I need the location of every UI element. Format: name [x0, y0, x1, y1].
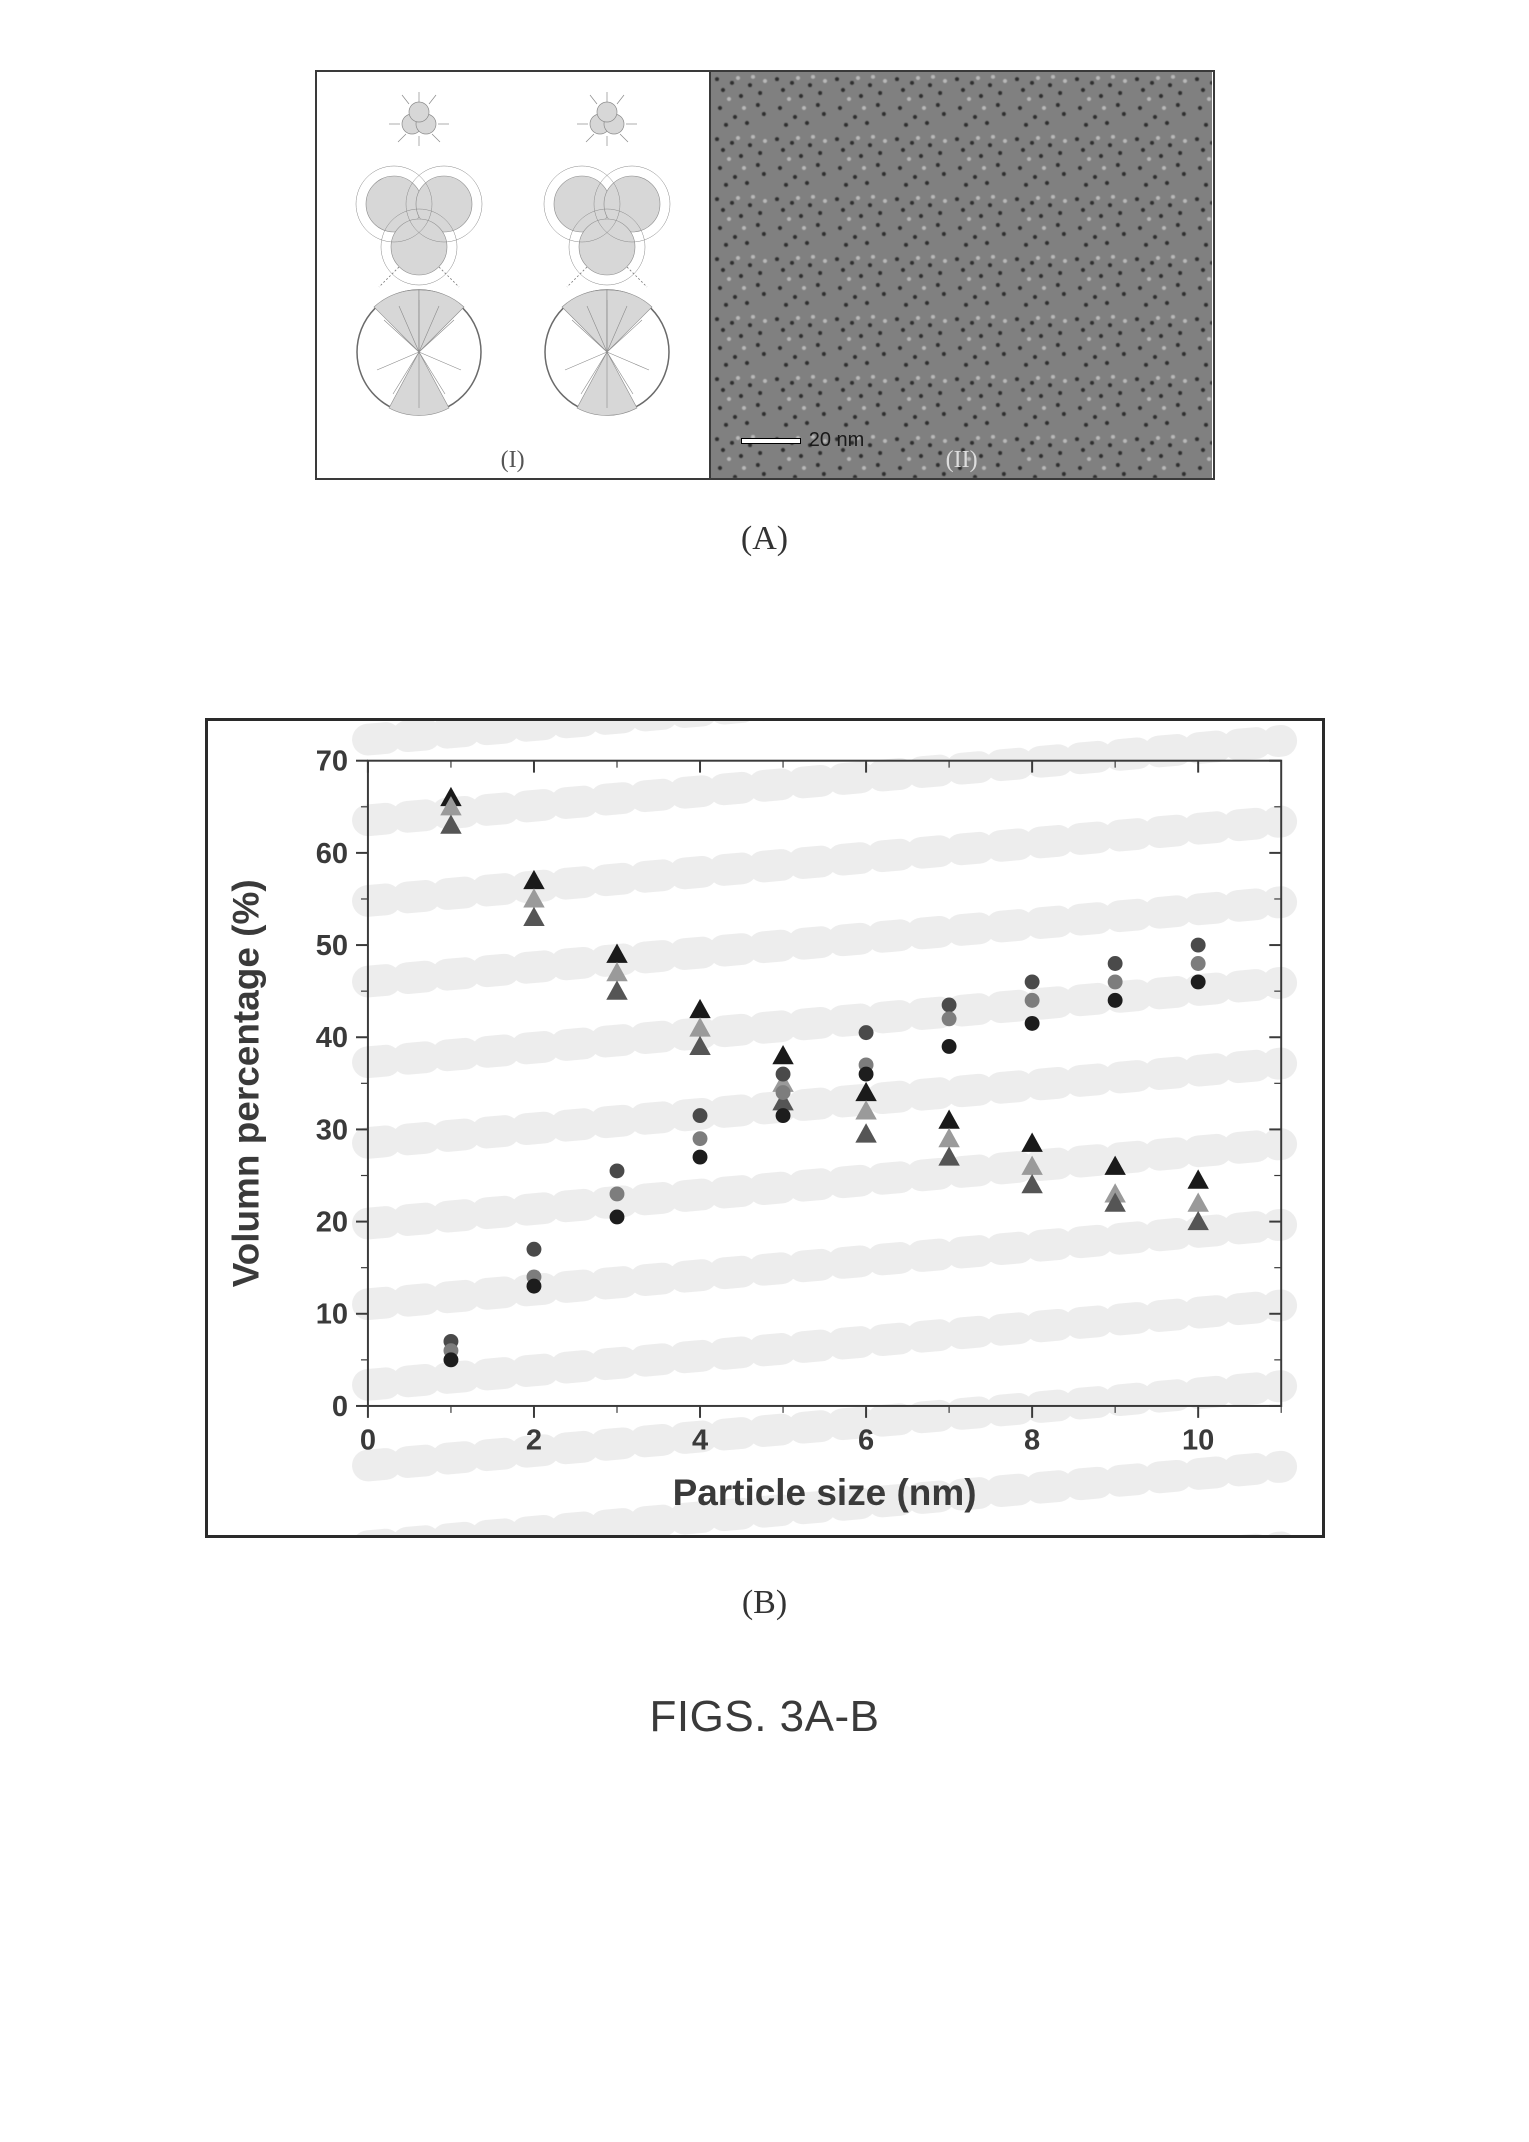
svg-text:6: 6 — [857, 1425, 873, 1457]
svg-text:30: 30 — [315, 1114, 347, 1146]
panel-a-tem: 20 nm (II) — [711, 72, 1213, 478]
svg-text:0: 0 — [359, 1425, 375, 1457]
svg-text:10: 10 — [1182, 1425, 1214, 1457]
svg-text:40: 40 — [315, 1022, 347, 1054]
micelle-small-right — [572, 90, 642, 150]
svg-text:Volumn percentage (%): Volumn percentage (%) — [225, 879, 266, 1287]
panel-b: 0 2 4 6 8 10 0 10 20 30 40 50 60 70 Particle size (nm)… — [205, 718, 1325, 1538]
svg-text:2: 2 — [525, 1425, 541, 1457]
scalebar-line — [741, 438, 801, 444]
svg-text:8: 8 — [1024, 1425, 1040, 1457]
micelle-small-left — [384, 90, 454, 150]
svg-text:50: 50 — [315, 930, 347, 962]
svg-text:70: 70 — [315, 746, 347, 778]
svg-text:20: 20 — [315, 1207, 347, 1239]
micelle-trio-right — [527, 159, 687, 289]
panel-a-caption: (A) — [741, 520, 788, 558]
svg-text:0: 0 — [331, 1391, 347, 1423]
svg-text:60: 60 — [315, 838, 347, 870]
panel-a-left-sublabel: (I) — [501, 447, 525, 474]
svg-text:Particle size (nm): Particle size (nm) — [672, 1472, 976, 1513]
figure-label: FIGS. 3A-B — [650, 1692, 880, 1742]
panel-a: (I) 20 nm (II) — [315, 70, 1215, 480]
zoom-circle-left — [349, 282, 489, 422]
scatter-chart: 0 2 4 6 8 10 0 10 20 30 40 50 60 70 Particle size (nm)… — [208, 721, 1322, 1535]
svg-text:10: 10 — [315, 1299, 347, 1331]
panel-a-right-sublabel: (II) — [946, 447, 978, 473]
svg-text:4: 4 — [691, 1425, 707, 1457]
tem-texture — [711, 72, 1213, 478]
panel-a-schematic: (I) — [317, 72, 711, 478]
panel-b-caption: (B) — [742, 1584, 787, 1622]
zoom-circle-right — [537, 282, 677, 422]
micelle-trio-left — [339, 159, 499, 289]
